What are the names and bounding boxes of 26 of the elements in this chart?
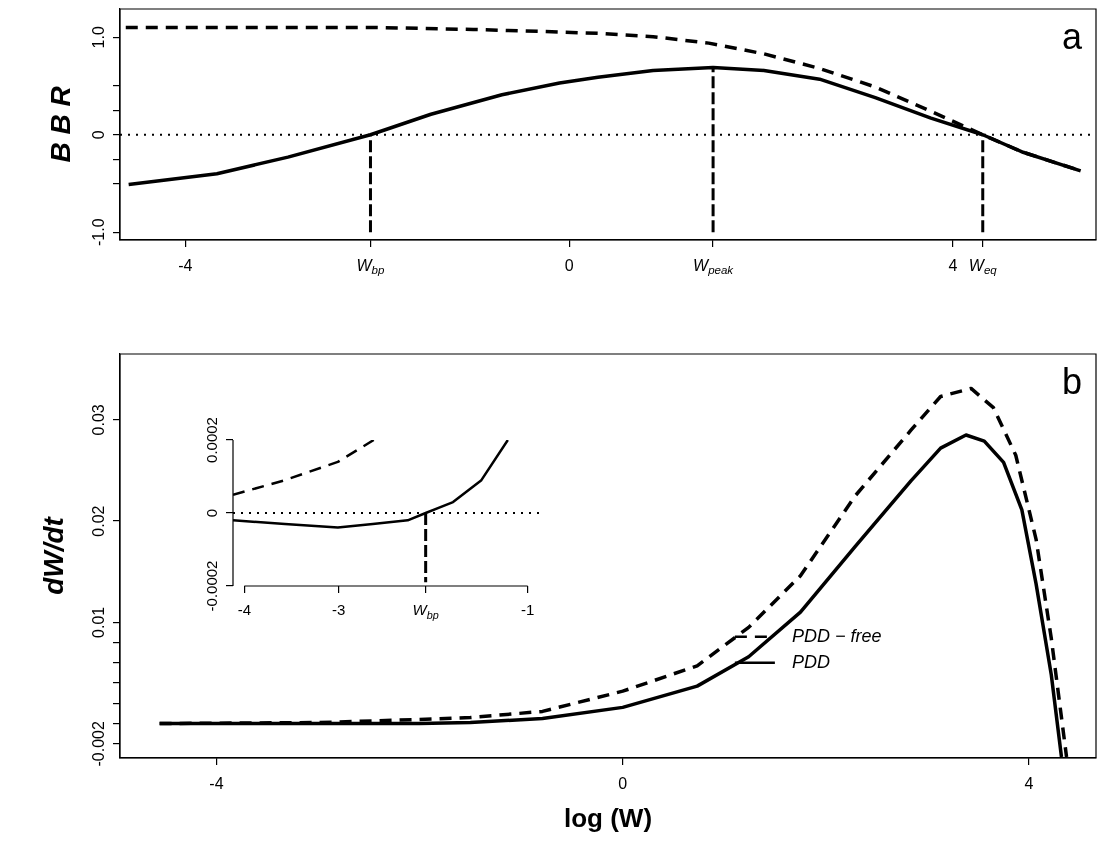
x-tick-label: -4: [237, 601, 252, 619]
y-tick-label: 0.02: [89, 505, 107, 537]
x-tick-label: 0: [618, 774, 628, 792]
x-tick-label: 4: [1024, 774, 1034, 792]
y-tick-label: -0.0002: [203, 560, 221, 612]
y-axis-title: B B R: [44, 85, 76, 163]
y-tick-label: 0.0002: [203, 417, 221, 463]
x-tick-label: 4: [948, 256, 958, 274]
y-tick-label: 0.01: [89, 606, 107, 638]
y-tick-label: 0.03: [89, 404, 107, 436]
annotation: a: [1061, 15, 1083, 57]
y-tick-label: 0: [89, 130, 107, 140]
legend-label: PDD: [791, 651, 830, 672]
legend-label: PDD − free: [791, 625, 882, 646]
x-axis-title: log (W): [563, 803, 653, 834]
y-tick-label: -1.0: [89, 218, 107, 246]
y-tick-label: -0.002: [89, 721, 107, 767]
y-tick-label: 1.0: [89, 26, 107, 49]
x-tick-label: -4: [178, 256, 193, 274]
x-tick-label: -3: [332, 601, 346, 619]
annotation: b: [1061, 360, 1083, 402]
x-tick-label: 0: [564, 256, 574, 274]
y-axis-title: dW/dt: [37, 515, 69, 595]
x-tick-label: -1: [521, 601, 535, 619]
y-tick-label: 0: [203, 508, 221, 518]
x-tick-label: -4: [209, 774, 224, 792]
